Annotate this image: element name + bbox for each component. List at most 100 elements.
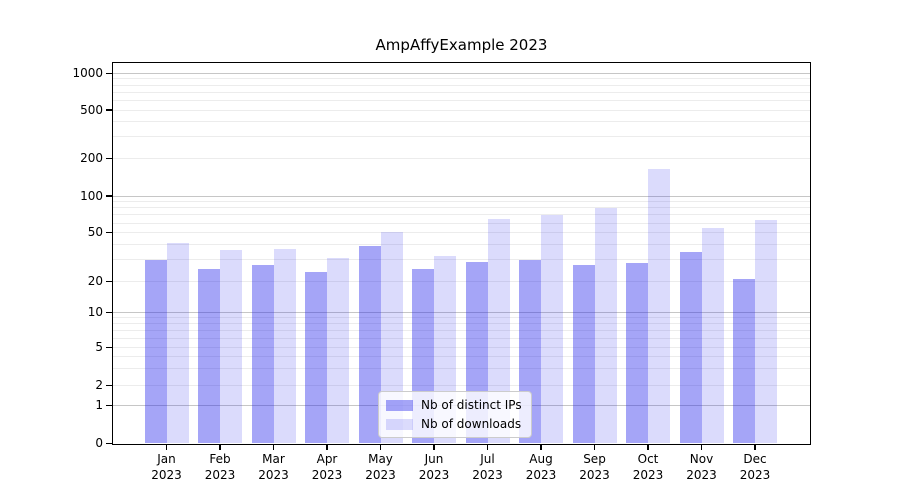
- gridline-major: [113, 311, 810, 313]
- y-axis-tick-label: 0: [95, 436, 103, 450]
- gridline-minor: [113, 323, 810, 325]
- x-tick-mark: [700, 443, 703, 450]
- legend-label-downloads: Nb of downloads: [421, 417, 522, 431]
- gridline-minor: [113, 337, 810, 339]
- x-tick-mark: [540, 443, 542, 450]
- legend-swatch-downloads: [386, 418, 413, 430]
- y-axis-tick-label: 200: [80, 150, 103, 165]
- x-axis-tick-label: Aug 2023: [525, 452, 557, 482]
- y-tick-mark: [106, 157, 113, 159]
- bar-downloads: [273, 248, 296, 444]
- y-tick-mark: [106, 195, 113, 197]
- gridline-minor: [113, 280, 810, 282]
- gridline-minor: [113, 368, 810, 370]
- bar-distinct-ips: [198, 269, 220, 444]
- y-tick-mark: [106, 232, 113, 234]
- gridline-minor: [113, 317, 810, 319]
- gridline-minor: [113, 157, 810, 159]
- bar-distinct-ips: [626, 263, 648, 444]
- gridline-minor: [113, 356, 810, 358]
- bar-downloads: [220, 250, 242, 444]
- x-tick-mark: [754, 443, 756, 450]
- gridline-minor: [113, 244, 810, 246]
- bar-distinct-ips: [572, 265, 595, 444]
- x-axis-tick-label: Nov 2023: [686, 452, 717, 482]
- x-axis-tick-label: Jun 2023: [418, 452, 450, 482]
- bar-distinct-ips: [144, 259, 167, 444]
- y-tick-mark: [106, 384, 113, 386]
- gridline-minor: [113, 121, 810, 123]
- gridline-minor: [113, 78, 810, 80]
- x-axis-tick-label: Oct 2023: [632, 452, 664, 482]
- y-axis-tick-label: 500: [80, 102, 103, 117]
- bar-downloads: [166, 243, 189, 444]
- y-tick-mark: [106, 280, 113, 282]
- y-tick-mark: [106, 72, 113, 74]
- legend-label-distinct-ips: Nb of distinct IPs: [421, 398, 522, 412]
- x-tick-mark: [272, 443, 275, 450]
- x-tick-mark: [433, 443, 435, 450]
- bar-downloads: [755, 220, 777, 444]
- x-tick-mark: [219, 443, 221, 450]
- gridline-minor: [113, 207, 810, 209]
- bar-downloads: [487, 218, 510, 444]
- x-tick-mark: [593, 443, 596, 450]
- y-axis-tick-label: 5: [95, 340, 103, 355]
- legend-item-distinct-ips: Nb of distinct IPs: [386, 398, 522, 412]
- x-axis-tick-label: Jan 2023: [151, 452, 182, 482]
- legend: Nb of distinct IPs Nb of downloads: [378, 391, 532, 438]
- bar-downloads: [594, 207, 617, 444]
- legend-item-downloads: Nb of downloads: [386, 417, 522, 431]
- x-tick-mark: [165, 443, 168, 450]
- y-axis-tick-label: 1000: [72, 65, 103, 80]
- bar-distinct-ips: [733, 278, 755, 444]
- gridline-minor: [113, 201, 810, 203]
- x-axis-tick-label: Jul 2023: [472, 452, 503, 482]
- x-tick-mark: [326, 443, 328, 450]
- y-axis-tick-label: 10: [87, 304, 103, 319]
- gridline-minor: [113, 109, 810, 111]
- bar-downloads: [380, 231, 403, 444]
- gridline-minor: [113, 214, 810, 216]
- gridline-minor: [113, 99, 810, 101]
- legend-swatch-distinct-ips: [386, 399, 413, 411]
- gridline-minor: [113, 222, 810, 224]
- gridline-minor: [113, 232, 810, 234]
- gridline-minor: [113, 384, 810, 386]
- gridline-major: [113, 195, 810, 197]
- gridline-minor: [113, 259, 810, 261]
- bar-downloads: [701, 227, 724, 444]
- y-axis-tick-label: 20: [87, 273, 103, 288]
- x-axis-tick-label: Apr 2023: [311, 452, 343, 482]
- bar-downloads: [648, 168, 670, 444]
- y-tick-mark: [106, 311, 113, 313]
- bar-distinct-ips: [358, 245, 381, 444]
- chart-title: AmpAffyExample 2023: [375, 36, 548, 54]
- x-axis-tick-label: Sep 2023: [579, 452, 610, 482]
- y-axis-tick-label: 2: [95, 377, 103, 392]
- y-tick-mark: [106, 404, 113, 406]
- bar-distinct-ips: [251, 265, 274, 444]
- gridline-major: [113, 72, 810, 74]
- bar-distinct-ips: [305, 271, 327, 444]
- x-tick-mark: [486, 443, 489, 450]
- y-tick-mark: [106, 109, 113, 111]
- y-tick-mark: [106, 442, 113, 445]
- x-axis-tick-label: Dec 2023: [739, 452, 771, 482]
- bar-downloads: [327, 258, 349, 444]
- x-tick-mark: [379, 443, 382, 450]
- x-tick-mark: [647, 443, 649, 450]
- plot-area: Nb of distinct IPs Nb of downloads 0 1 2 5 1…: [72, 62, 811, 482]
- y-axis-tick-label: 50: [87, 225, 103, 240]
- bar-distinct-ips: [679, 251, 702, 444]
- y-axis-tick-label: 1: [95, 397, 103, 412]
- bar-downloads: [541, 214, 563, 444]
- x-axis-tick-label: Feb 2023: [204, 452, 236, 482]
- y-axis-tick-label: 100: [80, 188, 103, 203]
- gridline-minor: [113, 330, 810, 332]
- gridline-minor: [113, 91, 810, 93]
- gridline-minor: [113, 347, 810, 349]
- y-tick-mark: [106, 347, 113, 349]
- gridline-minor: [113, 84, 810, 86]
